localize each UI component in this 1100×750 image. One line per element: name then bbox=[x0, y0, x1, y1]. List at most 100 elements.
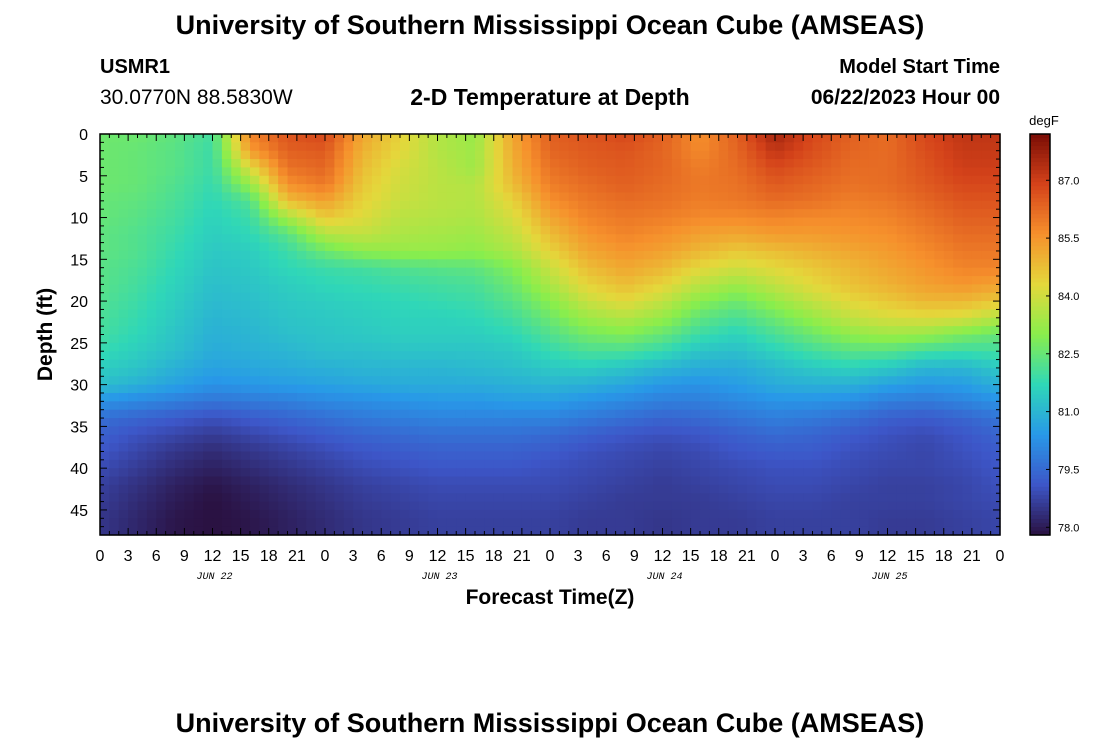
heatmap-cell bbox=[840, 317, 851, 327]
heatmap-cell bbox=[634, 443, 645, 453]
heatmap-cell bbox=[756, 150, 767, 160]
heatmap-cell bbox=[250, 334, 260, 344]
heatmap-cell bbox=[465, 409, 476, 419]
heatmap-cell bbox=[831, 518, 842, 528]
heatmap-cell bbox=[971, 409, 982, 419]
heatmap-cell bbox=[371, 459, 382, 469]
heatmap-cell bbox=[428, 225, 439, 235]
heatmap-cell bbox=[765, 484, 776, 494]
heatmap-cell bbox=[559, 451, 570, 461]
heatmap-cell bbox=[634, 418, 645, 427]
heatmap-cell bbox=[296, 384, 307, 394]
heatmap-cell bbox=[184, 526, 195, 536]
heatmap-cell bbox=[793, 217, 804, 227]
heatmap-cell bbox=[915, 175, 926, 185]
heatmap-cell bbox=[381, 351, 392, 361]
heatmap-cell bbox=[550, 451, 560, 461]
heatmap-cell bbox=[812, 367, 823, 377]
x-tick-label: 3 bbox=[799, 548, 808, 565]
colorbar-segment bbox=[1030, 166, 1050, 171]
heatmap-cell bbox=[990, 192, 1001, 202]
heatmap-cell bbox=[409, 159, 420, 169]
heatmap-cell bbox=[887, 418, 898, 427]
heatmap-cell bbox=[521, 493, 532, 503]
heatmap-cell bbox=[934, 443, 945, 453]
heatmap-cell bbox=[306, 443, 317, 453]
heatmap-cell bbox=[643, 376, 654, 386]
heatmap-cell bbox=[109, 242, 120, 252]
heatmap-cell bbox=[784, 234, 795, 244]
heatmap-cell bbox=[418, 451, 429, 461]
heatmap-cell bbox=[615, 225, 626, 235]
heatmap-cell bbox=[737, 384, 748, 394]
heatmap-cell bbox=[465, 200, 476, 210]
heatmap-cell bbox=[306, 234, 317, 244]
heatmap-cell bbox=[278, 342, 289, 352]
heatmap-cell bbox=[146, 409, 157, 419]
heatmap-cell bbox=[409, 317, 420, 327]
heatmap-cell bbox=[925, 451, 935, 461]
heatmap-cell bbox=[259, 418, 270, 427]
heatmap-cell bbox=[812, 426, 823, 436]
heatmap-cell bbox=[793, 459, 804, 469]
heatmap-cell bbox=[653, 342, 664, 352]
heatmap-cell bbox=[268, 250, 279, 260]
heatmap-cell bbox=[540, 150, 551, 160]
heatmap-cell bbox=[981, 259, 992, 269]
heatmap-cell bbox=[700, 192, 710, 202]
heatmap-cell bbox=[531, 484, 542, 494]
heatmap-cell bbox=[128, 200, 139, 210]
heatmap-cell bbox=[400, 426, 410, 436]
heatmap-cell bbox=[503, 234, 514, 244]
heatmap-cell bbox=[859, 476, 870, 486]
heatmap-cell bbox=[831, 309, 842, 319]
heatmap-cell bbox=[456, 418, 467, 427]
heatmap-cell bbox=[559, 267, 570, 277]
x-tick-label: 18 bbox=[485, 548, 503, 565]
heatmap-cell bbox=[493, 184, 504, 194]
heatmap-cell bbox=[212, 184, 223, 194]
heatmap-cell bbox=[221, 234, 232, 244]
heatmap-cell bbox=[840, 376, 851, 386]
heatmap-cell bbox=[671, 501, 682, 511]
heatmap-cell bbox=[231, 225, 242, 235]
heatmap-cell bbox=[606, 259, 617, 269]
heatmap-cell bbox=[990, 301, 1001, 311]
heatmap-cell bbox=[371, 292, 382, 302]
heatmap-cell bbox=[700, 150, 710, 160]
heatmap-cell bbox=[700, 451, 710, 461]
heatmap-cell bbox=[775, 518, 785, 528]
heatmap-cell bbox=[990, 476, 1001, 486]
heatmap-cell bbox=[728, 468, 739, 478]
heatmap-cell bbox=[831, 167, 842, 177]
heatmap-cell bbox=[812, 434, 823, 444]
heatmap-cell bbox=[775, 359, 785, 369]
heatmap-cell bbox=[175, 326, 185, 336]
heatmap-cell bbox=[784, 167, 795, 177]
heatmap-cell bbox=[137, 351, 148, 361]
heatmap-cell bbox=[334, 476, 345, 486]
heatmap-cell bbox=[118, 292, 129, 302]
heatmap-cell bbox=[878, 484, 889, 494]
heatmap-cell bbox=[634, 276, 645, 285]
heatmap-cell bbox=[568, 234, 579, 244]
heatmap-cell bbox=[437, 301, 448, 311]
colorbar-segment bbox=[1030, 162, 1050, 167]
heatmap-cell bbox=[953, 192, 964, 202]
heatmap-cell bbox=[146, 342, 157, 352]
heatmap-cell bbox=[681, 359, 692, 369]
heatmap-cell bbox=[334, 209, 345, 219]
heatmap-cell bbox=[343, 159, 354, 169]
heatmap-cell bbox=[990, 184, 1001, 194]
heatmap-cell bbox=[765, 267, 776, 277]
heatmap-cell bbox=[953, 409, 964, 419]
heatmap-cell bbox=[700, 426, 710, 436]
heatmap-cell bbox=[653, 409, 664, 419]
heatmap-cell bbox=[137, 342, 148, 352]
heatmap-cell bbox=[915, 225, 926, 235]
heatmap-cell bbox=[737, 317, 748, 327]
heatmap-cell bbox=[896, 242, 907, 252]
heatmap-cell bbox=[465, 526, 476, 536]
heatmap-cell bbox=[446, 418, 457, 427]
heatmap-cell bbox=[446, 217, 457, 227]
